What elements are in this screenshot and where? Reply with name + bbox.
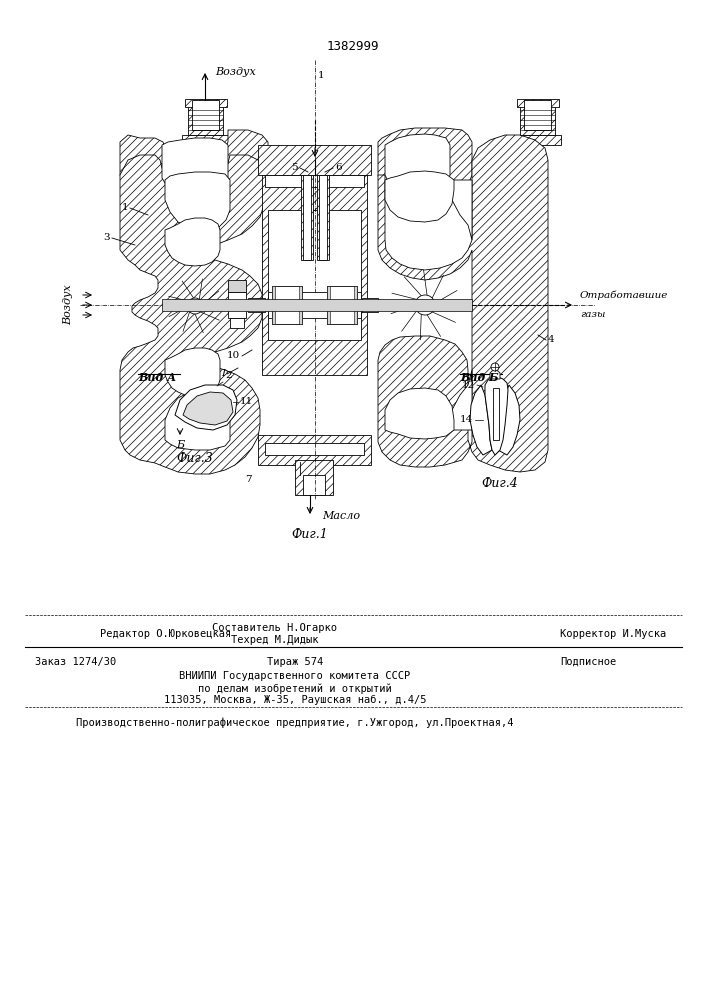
Text: 1: 1: [318, 70, 325, 80]
Bar: [514, 135, 561, 145]
Bar: [185, 99, 227, 107]
Polygon shape: [165, 172, 230, 230]
Text: Воздух: Воздух: [63, 285, 73, 325]
Polygon shape: [162, 138, 228, 193]
Polygon shape: [228, 280, 246, 292]
Polygon shape: [327, 286, 330, 324]
Text: 6: 6: [335, 163, 341, 172]
Text: 10: 10: [227, 352, 240, 360]
Bar: [228, 292, 246, 318]
Polygon shape: [378, 135, 548, 472]
Polygon shape: [120, 130, 268, 202]
Polygon shape: [452, 180, 472, 240]
Polygon shape: [175, 385, 237, 430]
Bar: [182, 135, 229, 145]
Text: Тираж 574: Тираж 574: [267, 657, 323, 667]
Polygon shape: [354, 286, 357, 324]
Bar: [493, 388, 499, 440]
Text: Б: Б: [176, 440, 184, 450]
Text: Заказ 1274/30: Заказ 1274/30: [35, 657, 116, 667]
Text: Масло: Масло: [322, 511, 360, 521]
Bar: [162, 299, 472, 311]
Bar: [192, 100, 219, 130]
Polygon shape: [272, 286, 275, 324]
Text: 2: 2: [225, 371, 232, 380]
Polygon shape: [165, 390, 230, 450]
Polygon shape: [183, 392, 233, 425]
Bar: [317, 175, 329, 260]
Polygon shape: [385, 134, 450, 195]
Bar: [268, 210, 361, 340]
Bar: [524, 100, 551, 130]
Polygon shape: [485, 377, 508, 455]
Ellipse shape: [415, 295, 435, 315]
Bar: [517, 99, 559, 107]
Text: Редактор О.Юрковецкая: Редактор О.Юрковецкая: [100, 629, 231, 639]
Text: Вид А: Вид А: [138, 372, 176, 383]
Polygon shape: [490, 370, 500, 379]
Bar: [230, 318, 244, 328]
Text: Фиг.4: Фиг.4: [481, 477, 518, 490]
Bar: [258, 435, 371, 465]
Bar: [265, 443, 364, 455]
Ellipse shape: [187, 298, 203, 314]
Text: 113035, Москва, Ж-35, Раушская наб., д.4/5: 113035, Москва, Ж-35, Раушская наб., д.4…: [164, 695, 426, 705]
Bar: [272, 286, 302, 324]
Text: Составитель Н.Огарко: Составитель Н.Огарко: [213, 623, 337, 633]
Polygon shape: [120, 155, 265, 474]
Text: 5: 5: [291, 163, 298, 172]
Polygon shape: [165, 348, 220, 396]
Text: Фиг.1: Фиг.1: [291, 528, 328, 541]
Polygon shape: [165, 218, 220, 266]
Text: 1382999: 1382999: [327, 40, 379, 53]
Bar: [303, 475, 325, 495]
Text: Подписное: Подписное: [560, 657, 617, 667]
Text: 1: 1: [122, 204, 128, 213]
Bar: [188, 105, 223, 140]
Polygon shape: [452, 370, 472, 430]
Ellipse shape: [491, 363, 499, 371]
Text: газы: газы: [580, 310, 605, 319]
Polygon shape: [299, 286, 302, 324]
Bar: [303, 175, 311, 260]
Text: по делам изобретений и открытий: по делам изобретений и открытий: [198, 683, 392, 694]
Polygon shape: [498, 385, 520, 455]
Text: ВНИИПИ Государственного комитета СССР: ВНИИПИ Государственного комитета СССР: [180, 671, 411, 681]
Bar: [258, 145, 371, 175]
Text: 11: 11: [240, 397, 253, 406]
Bar: [301, 175, 313, 260]
Polygon shape: [378, 128, 472, 202]
Bar: [262, 175, 367, 375]
Text: Производственно-полиграфическое предприятие, г.Ужгород, ул.Проектная,4: Производственно-полиграфическое предприя…: [76, 718, 514, 728]
Polygon shape: [385, 388, 454, 439]
Bar: [319, 175, 327, 260]
Text: 3: 3: [103, 233, 110, 242]
Polygon shape: [470, 385, 492, 455]
Text: Фиг.3: Фиг.3: [177, 452, 214, 465]
Text: 7: 7: [245, 475, 251, 484]
Text: 14: 14: [460, 416, 473, 424]
Bar: [295, 460, 333, 495]
Text: Техред М.Дидык: Техред М.Дидык: [231, 635, 319, 645]
Bar: [268, 292, 361, 318]
Text: 12: 12: [462, 380, 475, 389]
Text: Воздух: Воздух: [215, 67, 256, 77]
Text: I: I: [221, 369, 225, 378]
Polygon shape: [248, 298, 265, 312]
Text: 4: 4: [548, 336, 554, 344]
Polygon shape: [362, 298, 378, 312]
Text: Вид Б: Вид Б: [460, 372, 498, 383]
Polygon shape: [385, 171, 454, 222]
Bar: [520, 105, 555, 140]
Text: Корректор И.Муска: Корректор И.Муска: [560, 629, 666, 639]
Bar: [265, 175, 364, 187]
Text: Отработавшие: Отработавшие: [580, 290, 668, 300]
Bar: [327, 286, 357, 324]
